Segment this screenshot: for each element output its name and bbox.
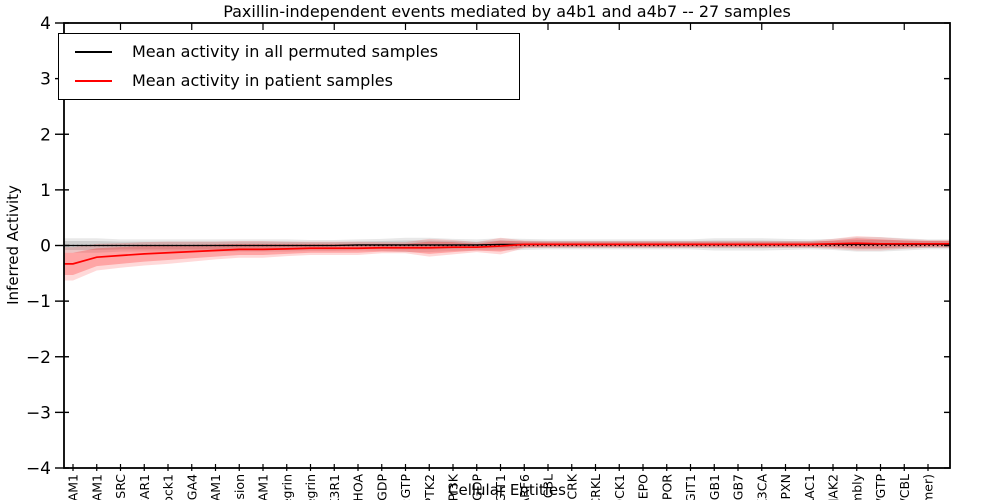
x-category-label: Rac1/GTP (873, 474, 888, 500)
x-category-label: alpha4/beta1 Integrin/VCAM1 (89, 474, 104, 500)
x-category-label: p130Cas/Crk/Dock1 (161, 474, 176, 500)
x-category-label: ITGB1 (707, 474, 722, 500)
x-category-label: alpha4/beta1 Integrin (279, 474, 294, 500)
legend-label-patient: Mean activity in patient samples (132, 70, 393, 90)
x-category-label: CRKL/CBL (897, 474, 912, 500)
x-category-label: RHOA (351, 474, 366, 500)
patient-band-inner (64, 238, 950, 275)
x-category-label: PXN (778, 474, 793, 499)
y-tick-label: −2 (26, 348, 51, 368)
x-category-label: PTK2 (422, 474, 437, 500)
y-tick-label: −3 (26, 403, 51, 423)
x-category-label: mol:GTP (398, 474, 413, 500)
y-tick-label: 0 (40, 237, 51, 257)
x-category-label: VCAM1 (66, 474, 81, 500)
x-category-label: BCAR1 (137, 474, 152, 500)
x-category-label: DOCK1 (612, 474, 627, 500)
x-category-label: lamellipodium assembly (849, 473, 864, 500)
x-category-label: ITGA4 (184, 474, 199, 500)
x-category-label: mol:GDP (374, 474, 389, 500)
x-category-label: alpha4/beta1 Integrin/Paxillin/GIT1 (493, 474, 508, 500)
x-axis-label: Cellular Entities (448, 481, 566, 499)
y-tick-label: 4 (40, 14, 51, 34)
legend-entry-permuted: Mean activity in all permuted samples (75, 44, 519, 60)
x-category-label: PIK3R1 (327, 474, 342, 500)
x-category-label: GIT1 (683, 474, 698, 500)
x-category-label: CRK (564, 473, 579, 499)
y-tick-label: 2 (40, 125, 51, 145)
y-tick-label: 3 (40, 70, 51, 90)
x-category-label: EPO (636, 474, 651, 499)
x-category-label: alpha4/beta7 Integrin (303, 474, 318, 500)
x-category-label: ARF6 (517, 474, 532, 500)
legend: Mean activity in all permuted samples Me… (58, 33, 520, 100)
legend-entry-patient: Mean activity in patient samples (75, 70, 519, 90)
legend-line-black-icon (75, 51, 112, 54)
x-category-label: RAC1 (802, 474, 817, 500)
y-tick-label: −4 (26, 459, 51, 479)
y-tick-label: −1 (26, 292, 51, 312)
x-category-label: JAK2 (826, 474, 841, 500)
chart-title: Paxillin-independent events mediated by … (223, 2, 791, 21)
x-category-label: EPOR (659, 474, 674, 500)
x-category-label: SRC (113, 474, 128, 499)
legend-line-red-icon (75, 79, 112, 82)
x-category-label: MADCAM1 (208, 474, 223, 500)
x-category-label: EPO/EPOR (dimer) (921, 474, 936, 500)
x-category-label: PI3K (446, 473, 461, 500)
x-category-label: CRKL (588, 474, 603, 500)
y-tick-label: 1 (40, 181, 51, 201)
x-category-label: alpha4/beta7 Integrin/MAdCAM1 (256, 474, 271, 500)
x-category-label: PIK3CA (754, 474, 769, 500)
x-category-label: ITGB7 (731, 474, 746, 500)
x-category-label: Rac1/GDP (469, 474, 484, 500)
legend-label-permuted: Mean activity in all permuted samples (132, 42, 439, 62)
patient-band-outer (64, 236, 950, 281)
x-category-label: cell adhesion (232, 474, 247, 500)
patient-mean-line (64, 242, 950, 265)
x-category-label: CBL (541, 474, 556, 498)
